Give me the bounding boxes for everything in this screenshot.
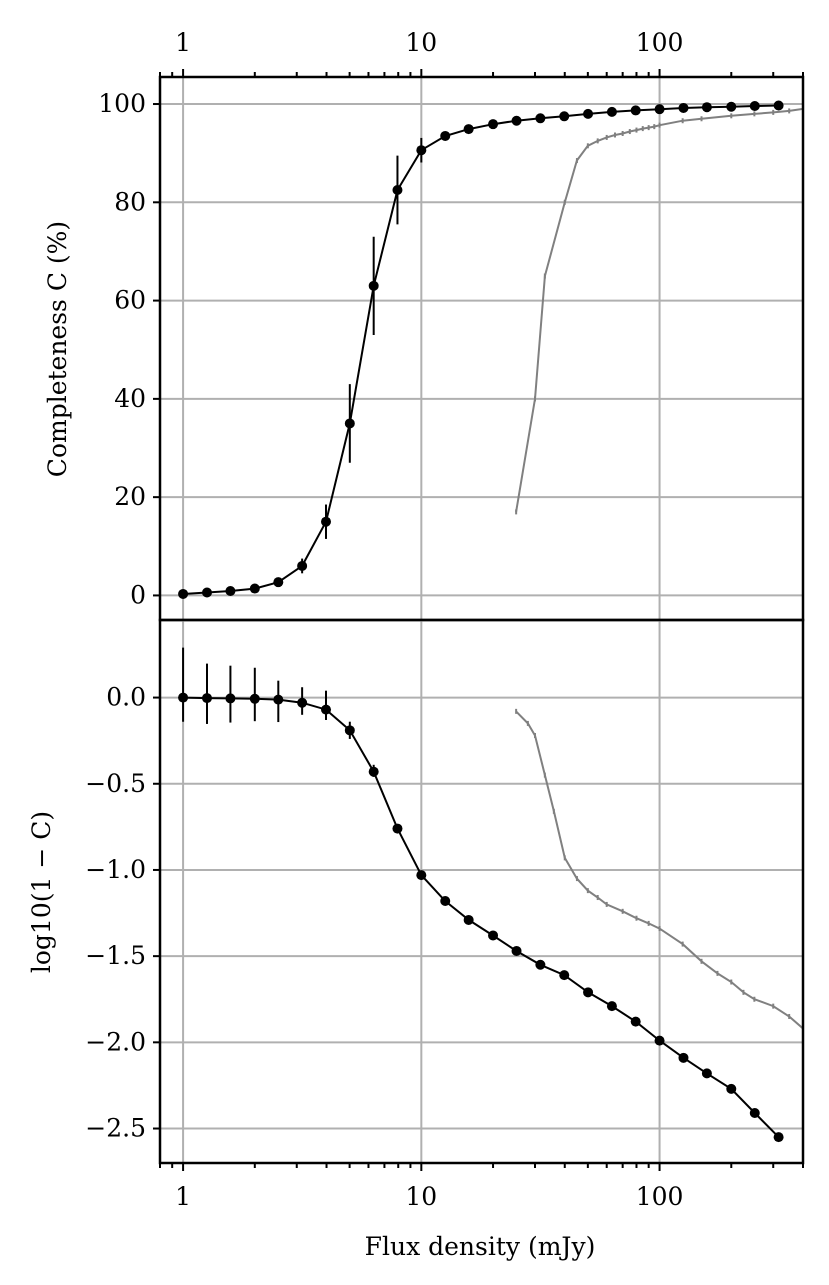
bottom-y-axis-label: log10(1 − C) (27, 811, 56, 973)
top-series-0-point (344, 418, 355, 429)
top-x-tick-label: 10 (405, 28, 437, 57)
top-series-0-line (183, 104, 779, 595)
bottom-y-tick-label: −2.0 (85, 1027, 146, 1056)
bottom-series-0-point (749, 1108, 760, 1119)
bottom-series-0-point (726, 1083, 737, 1094)
bottom-series-0-point (678, 1052, 689, 1063)
bottom-series-0-line (183, 696, 780, 1138)
top-series-0-point (701, 102, 712, 113)
bottom-series-0-point (463, 914, 474, 925)
bottom-series-0-point (488, 930, 499, 941)
top-series-0-point (583, 108, 594, 119)
bottom-series-0-point (273, 694, 284, 705)
bottom-x-tick-label: 100 (636, 1182, 684, 1211)
top-series-0-point (488, 119, 499, 130)
top-y-tick-label: 60 (114, 286, 146, 315)
top-y-tick-label: 20 (114, 482, 146, 511)
top-series-0-point (559, 111, 570, 122)
top-series-0-point (726, 101, 737, 112)
bottom-series-0-point (654, 1035, 665, 1046)
top-series-0-point (511, 115, 522, 126)
bottom-y-tick-label: −2.5 (85, 1114, 146, 1143)
top-y-tick-label: 40 (114, 384, 146, 413)
top-y-axis-label: Completeness C (%) (43, 221, 72, 477)
bottom-y-tick-label: −1.5 (85, 941, 146, 970)
top-axes-frame (158, 75, 805, 622)
bottom-series-0-point (630, 1016, 641, 1027)
top-series-0-point (630, 105, 641, 116)
top-x-tick-label: 100 (636, 28, 684, 57)
bottom-series-0-point (368, 766, 379, 777)
bottom-series-0-point (297, 697, 308, 708)
top-series-0-point (225, 586, 236, 597)
top-y-tick-label: 100 (98, 89, 146, 118)
bottom-series-0-point (249, 693, 260, 704)
bottom-y-tick-label: 0.0 (106, 683, 146, 712)
top-series-0-point (178, 588, 189, 599)
bottom-x-tick-label: 1 (175, 1182, 191, 1211)
top-series-0-point (654, 104, 665, 115)
bottom-y-tick-label: −1.0 (85, 855, 146, 884)
top-panel-completeness: 0 20 40 60 80 100 1 10 100 (98, 28, 805, 622)
bottom-series-0-point (701, 1068, 712, 1079)
top-series-0-point (392, 185, 403, 196)
top-series-0-point (201, 587, 212, 598)
top-series-0-point (773, 100, 784, 111)
bottom-series-0-point (416, 870, 427, 881)
bottom-data-layer (178, 647, 803, 1143)
bottom-axes-frame (158, 618, 805, 1165)
top-series-0-point (416, 145, 427, 156)
bottom-series-0-point (511, 945, 522, 956)
bottom-series-0-point (201, 693, 212, 704)
top-data-layer (178, 100, 803, 599)
bottom-series-0-point (321, 704, 332, 715)
top-x-tick-label: 1 (175, 28, 191, 57)
top-series-0-point (321, 516, 332, 527)
bottom-series-0-point (344, 725, 355, 736)
top-series-0-point (273, 577, 284, 588)
top-series-0-point (368, 280, 379, 291)
bottom-series-0-point (392, 823, 403, 834)
bottom-series-0-point (225, 693, 236, 704)
bottom-panel-log-incompleteness: 0.0 −0.5 −1.0 −1.5 −2.0 −2.5 1 10 100 (85, 618, 805, 1211)
bottom-series-0-point (535, 959, 546, 970)
x-axis-label: Flux density (mJy) (365, 1232, 596, 1261)
top-series-0-point (749, 100, 760, 111)
top-series-0-point (606, 106, 617, 117)
bottom-x-tick-label: 10 (405, 1182, 437, 1211)
bottom-series-0-point (583, 987, 594, 998)
top-y-tick-label: 0 (130, 580, 146, 609)
bottom-series-0-point (440, 895, 451, 906)
top-series-0-point (535, 113, 546, 124)
bottom-series-0-point (773, 1132, 784, 1143)
bottom-series-0-point (559, 970, 570, 981)
top-series-0-point (678, 102, 689, 113)
top-series-0-point (463, 124, 474, 135)
bottom-series-0-point (606, 1001, 617, 1012)
bottom-y-tick-label: −0.5 (85, 769, 146, 798)
bottom-series-0-point (178, 692, 189, 703)
top-series-0-point (440, 130, 451, 141)
top-y-tick-label: 80 (114, 187, 146, 216)
top-series-0-point (249, 583, 260, 594)
top-series-0-point (297, 560, 308, 571)
axis-labels: Completeness C (%) log10(1 − C) Flux densi… (27, 221, 595, 1261)
